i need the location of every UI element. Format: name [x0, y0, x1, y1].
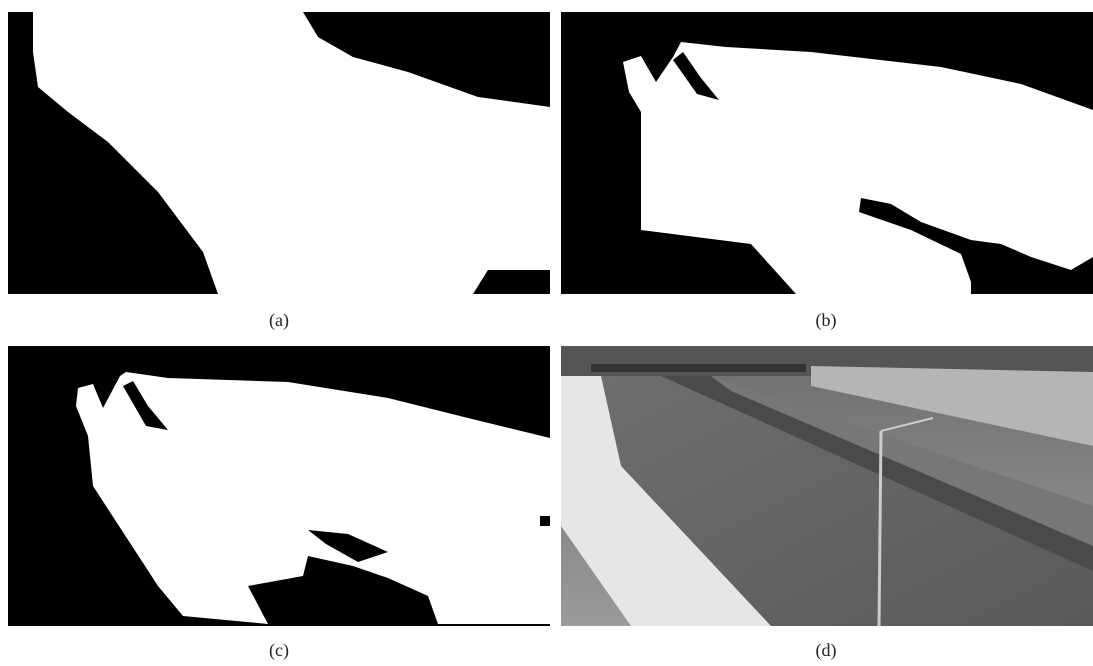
panel-caption: (a) — [269, 310, 289, 331]
mask-a — [8, 12, 550, 294]
panel-caption: (d) — [816, 640, 837, 661]
panel-caption: (c) — [269, 640, 289, 661]
figure: (a) (b) (c) (d) — [0, 0, 1093, 661]
panel-caption: (b) — [816, 310, 837, 331]
mask-c — [8, 346, 550, 626]
mask-b — [561, 12, 1093, 294]
photo-d — [561, 346, 1093, 626]
